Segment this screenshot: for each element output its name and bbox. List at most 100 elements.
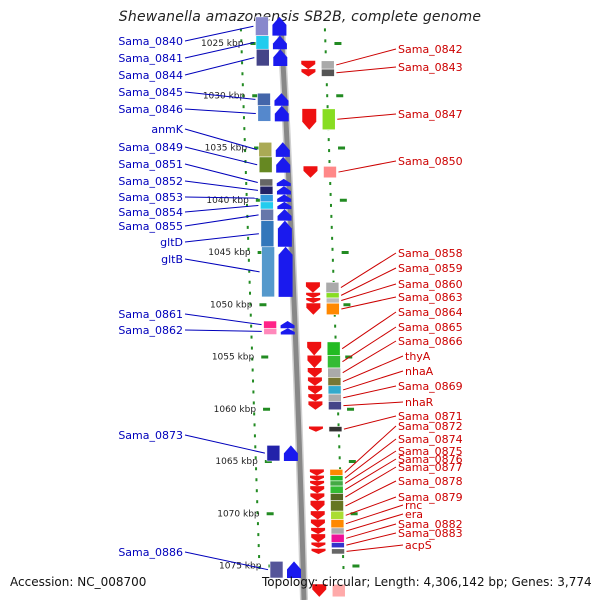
scale-label: 1055 kbp	[212, 353, 255, 363]
gene-box	[321, 108, 336, 131]
label-leader	[338, 160, 397, 173]
gene-label: Sama_0843	[398, 61, 463, 74]
gene-arrow	[308, 401, 323, 410]
scale-tick	[264, 460, 272, 463]
gene-arrow	[280, 328, 295, 335]
gene-box	[257, 105, 272, 122]
label-leader	[184, 57, 255, 76]
track-dot	[249, 313, 252, 317]
label-leader	[184, 434, 266, 454]
label-leader	[345, 496, 397, 516]
track-dot	[331, 247, 334, 251]
track-dot	[330, 225, 333, 229]
gene-box	[260, 208, 274, 221]
gene-box	[259, 178, 274, 187]
gene-box	[255, 16, 269, 36]
track-dot	[256, 511, 259, 515]
scale-label: 1070 kbp	[217, 509, 260, 519]
gene-box	[258, 156, 273, 173]
label-leader	[184, 146, 258, 166]
gene-label: Sama_0872	[398, 420, 463, 433]
gene-arrow	[311, 534, 326, 543]
track-dot	[326, 105, 329, 109]
track-dot	[247, 258, 250, 262]
label-leader	[184, 258, 260, 273]
scale-tick	[261, 355, 269, 359]
gene-arrow	[283, 445, 298, 461]
gene-arrow	[307, 367, 322, 378]
gene-box	[326, 341, 341, 356]
gene-label: Sama_0861	[118, 308, 183, 321]
track-dot	[329, 203, 332, 207]
track-dot	[251, 368, 254, 372]
gene-label: Sama_0841	[118, 52, 183, 65]
gene-box	[261, 246, 275, 298]
gene-box	[258, 141, 273, 158]
scale-tick	[341, 251, 349, 254]
label-leader	[184, 41, 255, 59]
scale-tick	[347, 407, 355, 411]
track-dot	[255, 489, 258, 493]
gene-label: Sama_0865	[398, 321, 463, 334]
gene-label: Sama_0850	[398, 155, 463, 168]
scale-label: 1045 kbp	[208, 248, 251, 258]
label-leader	[184, 551, 269, 571]
track-dot	[249, 302, 252, 306]
label-leader	[344, 425, 397, 473]
label-leader	[184, 128, 257, 151]
track-dot	[257, 533, 260, 537]
gene-arrow	[310, 519, 325, 528]
track-dot	[327, 138, 330, 142]
gene-arrow	[311, 527, 326, 535]
gene-label: Sama_0853	[118, 191, 183, 204]
track-dot	[331, 236, 334, 240]
label-leader	[344, 450, 397, 484]
gene-box	[326, 302, 340, 315]
label-leader	[184, 214, 259, 227]
track-dot	[325, 83, 328, 87]
gene-arrow	[307, 341, 322, 356]
gene-arrow	[302, 108, 317, 130]
track-dot	[256, 522, 259, 526]
gene-box	[269, 561, 284, 579]
track-dot	[324, 39, 327, 43]
track-dot	[245, 192, 248, 196]
gene-label: Sama_0854	[118, 206, 183, 219]
gene-box	[266, 445, 281, 462]
label-leader	[341, 283, 397, 301]
track-dot	[248, 280, 251, 284]
track-dot	[338, 445, 341, 449]
label-leader	[343, 401, 404, 407]
track-dot	[255, 467, 258, 471]
scale-tick	[348, 460, 356, 463]
gene-box	[325, 282, 340, 294]
track-dot	[330, 214, 333, 218]
label-leader	[184, 180, 259, 191]
track-dot	[240, 50, 243, 54]
gene-arrow	[305, 282, 320, 293]
gene-arrow	[277, 194, 292, 202]
gene-arrow	[309, 475, 324, 481]
gene-arrow	[301, 60, 316, 70]
label-leader	[336, 66, 397, 74]
gene-arrow	[276, 178, 291, 187]
label-leader	[341, 311, 397, 350]
gene-label: Sama_0851	[118, 158, 183, 171]
label-leader	[342, 355, 404, 383]
gene-arrow	[278, 246, 293, 297]
gene-arrow	[310, 493, 325, 501]
track-dot	[328, 149, 331, 153]
track-dot	[257, 544, 260, 548]
gene-label: gltB	[161, 253, 183, 266]
gene-box	[325, 292, 340, 299]
gene-box	[255, 35, 270, 50]
gene-arrow	[311, 542, 326, 548]
scale-tick	[338, 146, 346, 150]
gene-label: Sama_0855	[118, 220, 183, 233]
track-dot	[323, 28, 326, 32]
track-dot	[342, 555, 345, 559]
track-dot	[334, 324, 337, 328]
track-dot	[253, 423, 256, 427]
topology-label: Topology: circular; Length: 4,306,142 bp…	[262, 575, 592, 589]
